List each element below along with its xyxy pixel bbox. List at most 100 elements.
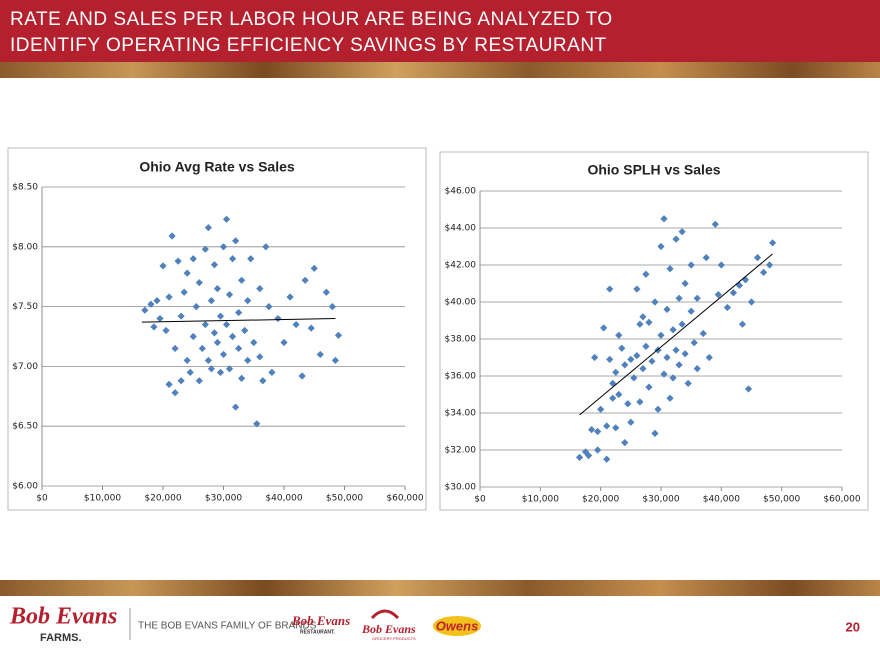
point [639,365,647,373]
chart-frame [439,151,869,511]
point [247,255,255,263]
point [232,403,240,411]
point [238,276,246,284]
point [612,368,620,376]
point [678,320,686,328]
point [195,377,203,385]
point [177,312,185,320]
point [153,297,161,305]
wood-strip [0,580,880,596]
point [738,320,747,328]
point [714,291,722,299]
point [207,297,215,305]
point [621,439,629,447]
point [627,355,635,363]
point [174,257,182,265]
point [627,418,635,426]
point [180,288,188,296]
title-line: IDENTIFY OPERATING EFFICIENCY SAVINGS BY… [10,35,607,56]
point [235,308,243,317]
y-tick-label: $38.00 [445,335,477,345]
trendline [579,253,773,416]
point [219,350,228,359]
y-tick-label: $8.50 [12,183,38,193]
point [298,372,306,380]
point [201,245,209,253]
point [210,261,219,269]
point [603,455,611,463]
y-tick-label: $30.00 [445,483,477,493]
point [657,242,665,251]
point [165,380,173,388]
point [603,422,611,430]
point [681,279,689,288]
x-tick-label: $0 [36,494,48,504]
page-number: 20 [846,619,860,634]
point [310,264,318,272]
point [675,361,683,369]
point [729,289,737,297]
y-tick-label: $7.50 [12,302,38,312]
point [201,320,209,329]
point [606,285,614,293]
point [753,254,762,262]
point [636,320,644,328]
point [186,368,194,376]
point [183,269,191,277]
point [222,320,231,329]
y-tick-label: $6.00 [12,482,38,492]
point [615,390,623,399]
point [241,326,249,335]
point [654,405,662,413]
point [609,394,617,402]
point [195,279,203,287]
x-tick-label: $60,000 [823,495,860,505]
point [711,220,719,228]
point [171,389,179,397]
point [672,346,680,354]
point [256,353,264,361]
point [744,385,753,393]
wood-strip [0,62,880,78]
point [213,285,222,293]
point [250,338,258,347]
y-tick-label: $6.50 [12,422,38,432]
point [204,356,212,365]
point [705,353,713,362]
point [630,374,638,382]
x-tick-label: $30,000 [205,494,242,504]
point [669,326,677,334]
point [660,215,668,223]
point [648,357,656,365]
x-tick-label: $40,000 [703,495,740,505]
point [594,446,602,454]
x-tick-label: $40,000 [265,494,302,504]
point [575,453,584,461]
point [609,379,617,387]
point [684,379,692,387]
point [228,255,237,263]
point [699,329,707,338]
point [642,342,650,350]
point [606,355,614,363]
point [693,365,701,373]
point [256,285,264,293]
point [204,224,212,232]
point [292,320,300,329]
point [702,254,710,262]
point [681,350,689,358]
x-tick-label: $20,000 [582,495,619,505]
point [663,353,671,362]
point [666,265,674,273]
point [690,339,698,347]
point [651,429,659,437]
x-tick-label: $10,000 [522,495,559,505]
point [585,451,593,460]
brand-badge [433,616,481,636]
point [262,243,270,251]
point [717,261,725,269]
point [280,338,288,347]
title-line: RATE AND SALES PER LABOR HOUR ARE BEING … [10,9,613,30]
point [141,306,149,314]
